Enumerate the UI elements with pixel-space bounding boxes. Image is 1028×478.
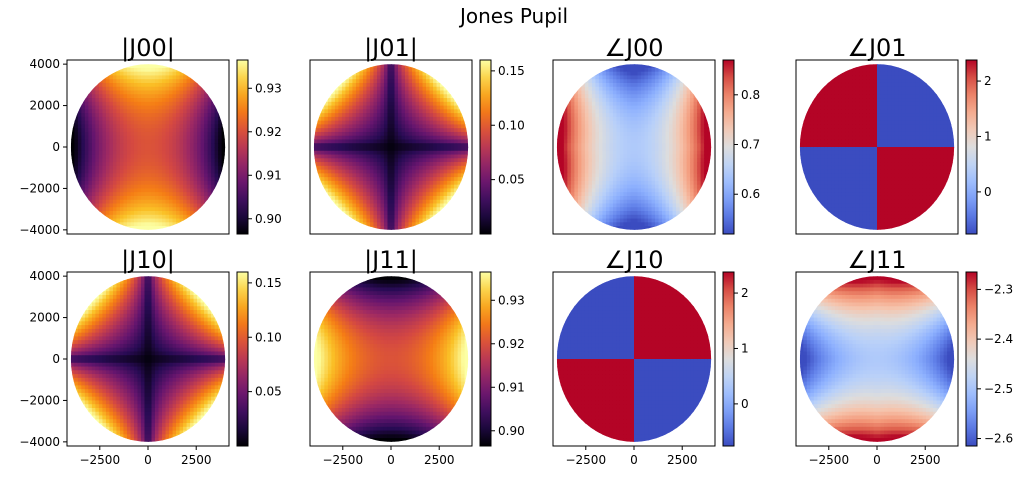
heatmap-cells — [70, 64, 226, 230]
ytick-label: −4000 — [19, 435, 60, 449]
xtick-label: −2500 — [322, 453, 363, 467]
axes-frame — [309, 59, 473, 235]
colorbar-tick-label: 2 — [984, 74, 992, 88]
subplot-6: |J11| −2500 0 2500 0.90 0.91 0.92 0.93 — [309, 246, 525, 467]
colorbar-tick-label: 0.92 — [255, 125, 282, 139]
xtick-label: 0 — [630, 453, 638, 467]
colorbar — [965, 59, 978, 235]
colorbar-tick-label: 0.05 — [498, 173, 525, 187]
subplot-4: ∠J01 0 1 2 — [795, 34, 992, 235]
colorbar-tick-label: 0.05 — [255, 385, 282, 399]
colorbar-tick-label: 0.90 — [255, 212, 282, 226]
subplot-title: ∠J11 — [847, 246, 906, 274]
heatmap-cells — [313, 276, 469, 442]
subplot-title: |J10| — [121, 246, 175, 274]
subplot-title: ∠J10 — [604, 246, 663, 274]
xtick-label: 0 — [873, 453, 881, 467]
ytick-label: 4000 — [29, 57, 60, 71]
colorbar-tick-label: 0.91 — [498, 380, 525, 394]
subplot-title: |J00| — [121, 34, 175, 62]
heatmap-cells — [313, 64, 469, 230]
colorbar-tick-label: −2.5 — [984, 382, 1013, 396]
heatmap-cells — [556, 64, 712, 230]
colorbar-tick-label: 0.93 — [498, 293, 525, 307]
xtick-label: 2500 — [424, 453, 455, 467]
heatmap-cells — [799, 276, 955, 442]
colorbar-tick-label: 0.6 — [741, 187, 760, 201]
xtick-label: 2500 — [181, 453, 212, 467]
heatmap-cells — [70, 276, 226, 442]
xtick-label: 0 — [144, 453, 152, 467]
axes-frame — [552, 59, 716, 235]
subplot-2: |J01| 0.05 0.10 0.15 — [309, 34, 525, 235]
subplot-5: |J10| 4000 2000 0 −2000 −4000 −2500 0 2500 0.05 0.… — [19, 246, 281, 467]
colorbar-tick-label: 0.91 — [255, 168, 282, 182]
subplot-title: |J01| — [364, 34, 418, 62]
colorbar — [965, 271, 978, 447]
colorbar-tick-label: 0.7 — [741, 138, 760, 152]
colorbar-tick-label: −2.6 — [984, 432, 1013, 446]
colorbar-tick-label: 0.8 — [741, 88, 760, 102]
heatmap-cells — [799, 64, 955, 230]
xtick-label: −2500 — [565, 453, 606, 467]
colorbar-tick-label: 0.15 — [255, 276, 282, 290]
xtick-label: 0 — [387, 453, 395, 467]
colorbar-tick-label: 0.92 — [498, 337, 525, 351]
colorbar-tick-label: 0.10 — [498, 118, 525, 132]
heatmap-cells — [556, 276, 712, 442]
subplot-title: ∠J01 — [847, 34, 906, 62]
colorbar-tick-label: 0.90 — [498, 424, 525, 438]
colorbar-tick-label: 1 — [741, 341, 749, 355]
subplot-title: ∠J00 — [604, 34, 663, 62]
colorbar-tick-label: 0.10 — [255, 330, 282, 344]
ytick-label: 0 — [52, 140, 60, 154]
ytick-label: 2000 — [29, 99, 60, 113]
subplot-1: |J00| 4000 2000 0 −2000 −4000 0.90 0.91 0.92 0.93 — [19, 34, 281, 237]
colorbar — [236, 271, 249, 447]
colorbar — [479, 59, 492, 235]
subplot-title: |J11| — [364, 246, 418, 274]
xtick-label: 2500 — [667, 453, 698, 467]
colorbar — [722, 59, 735, 235]
ytick-label: 2000 — [29, 311, 60, 325]
xtick-label: −2500 — [79, 453, 120, 467]
subplot-8: ∠J11 −2500 0 2500 −2.3 −2.4 −2.5 −2.6 — [795, 246, 1013, 467]
ytick-label: 0 — [52, 352, 60, 366]
xtick-label: 2500 — [910, 453, 941, 467]
colorbar-tick-label: 0 — [741, 397, 749, 411]
ytick-label: −2000 — [19, 181, 60, 195]
axes-frame — [795, 59, 959, 235]
colorbar — [479, 271, 492, 447]
colorbar-tick-label: −2.4 — [984, 332, 1013, 346]
subplot-7: ∠J10 −2500 0 2500 0 1 2 — [552, 246, 749, 467]
colorbar-tick-label: 1 — [984, 129, 992, 143]
subplot-3: ∠J00 0.6 0.7 0.8 — [552, 34, 760, 235]
colorbar-tick-label: 0.93 — [255, 81, 282, 95]
figure-title: Jones Pupil — [459, 4, 569, 28]
ytick-label: 4000 — [29, 269, 60, 283]
ytick-label: −4000 — [19, 223, 60, 237]
colorbar-tick-label: −2.3 — [984, 282, 1013, 296]
colorbar-tick-label: 0 — [984, 185, 992, 199]
xtick-label: −2500 — [808, 453, 849, 467]
colorbar — [236, 59, 249, 235]
colorbar-tick-label: 2 — [741, 286, 749, 300]
colorbar-tick-label: 0.15 — [498, 64, 525, 78]
colorbar — [722, 271, 735, 447]
ytick-label: −2000 — [19, 393, 60, 407]
